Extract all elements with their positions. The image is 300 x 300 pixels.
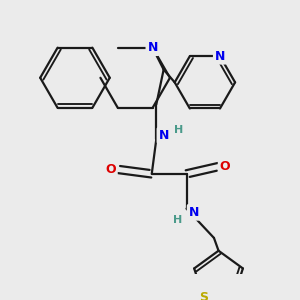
- Text: H: H: [174, 125, 183, 135]
- Text: N: N: [215, 50, 225, 63]
- Text: N: N: [147, 41, 158, 54]
- Text: O: O: [220, 160, 230, 173]
- Text: O: O: [105, 163, 116, 176]
- Text: N: N: [158, 129, 169, 142]
- Text: H: H: [173, 214, 182, 225]
- Text: N: N: [189, 206, 199, 219]
- Text: S: S: [199, 291, 208, 300]
